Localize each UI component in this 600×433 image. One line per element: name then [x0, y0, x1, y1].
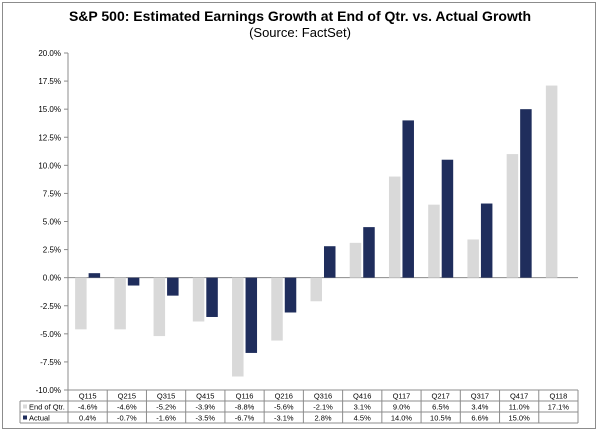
- y-tick-label: -7.5%: [40, 358, 61, 367]
- x-category-label: Q316: [314, 392, 332, 401]
- bar-actual-q116: [245, 277, 258, 353]
- chart-frame: [2, 2, 596, 429]
- x-category-label: Q415: [196, 392, 214, 401]
- data-label: 14.0%: [391, 414, 413, 423]
- chart-subtitle: (Source: FactSet): [249, 25, 351, 40]
- x-category-label: Q417: [510, 392, 528, 401]
- data-label: 0.4%: [79, 414, 96, 423]
- data-label: 11.0%: [509, 403, 530, 412]
- x-category-label: Q317: [471, 392, 489, 401]
- data-label: 3.4%: [471, 403, 488, 412]
- x-category-label: Q216: [275, 392, 293, 401]
- y-tick-label: 12.5%: [38, 133, 61, 142]
- data-label: -5.2%: [156, 403, 176, 412]
- data-label: -2.1%: [313, 403, 333, 412]
- bar-end-of-qtr-q217: [428, 204, 440, 278]
- chart-title: S&P 500: Estimated Earnings Growth at En…: [68, 8, 532, 24]
- y-tick-label: 10.0%: [38, 161, 61, 170]
- bar-end-of-qtr-q315: [153, 277, 166, 337]
- data-label: 4.5%: [354, 414, 371, 423]
- bar-end-of-qtr-q216: [271, 277, 283, 341]
- y-tick-label: -5.0%: [40, 330, 61, 339]
- data-label: 3.1%: [354, 403, 371, 412]
- data-table: Q115 Q215 Q315 Q415 Q116 Q216 Q316 Q416 Q117 Q217…: [19, 389, 579, 424]
- data-label: 6.5%: [432, 403, 449, 412]
- data-label: -6.7%: [235, 414, 255, 423]
- data-label: -1.6%: [156, 414, 176, 423]
- x-category-label: Q118: [549, 392, 567, 401]
- data-label: -4.6%: [78, 403, 98, 412]
- x-category-label: Q215: [118, 392, 136, 401]
- data-label: -3.1%: [274, 414, 294, 423]
- bar-end-of-qtr-q115: [75, 277, 87, 330]
- chart-axes: -10.0% -7.5% -5.0% -2.5% 0.0% 2.5% 5.0% 7.5% 10.…: [36, 49, 578, 395]
- bar-actual-q417: [520, 109, 532, 278]
- x-category-label: Q117: [393, 392, 411, 401]
- y-tick-label: 0.0%: [43, 274, 61, 283]
- legend-label: End of Qtr.: [29, 403, 65, 412]
- bar-end-of-qtr-q118: [545, 85, 558, 278]
- bar-end-of-qtr-q316: [310, 277, 322, 302]
- data-label: 10.5%: [430, 414, 452, 423]
- data-label: -5.6%: [274, 403, 294, 412]
- bar-actual-q317: [480, 203, 493, 278]
- y-tick-label: 7.5%: [43, 189, 61, 198]
- data-label: 17.1%: [548, 403, 570, 412]
- bar-actual-q316: [324, 246, 336, 278]
- bar-actual-q415: [206, 277, 218, 317]
- bar-end-of-qtr-q416: [349, 242, 362, 278]
- bar-end-of-qtr-q117: [388, 176, 401, 278]
- bar-actual-q115: [88, 273, 101, 278]
- x-category-label: Q115: [79, 392, 97, 401]
- data-label: 15.0%: [509, 414, 531, 423]
- data-label: -8.8%: [235, 403, 255, 412]
- data-label: 6.6%: [471, 414, 488, 423]
- bar-actual-q216: [284, 277, 297, 313]
- bar-actual-q217: [441, 159, 454, 278]
- y-tick-label: 2.5%: [43, 246, 61, 255]
- bar-end-of-qtr-q215: [114, 277, 126, 330]
- chart-bars: [75, 85, 558, 377]
- x-category-label: Q217: [432, 392, 450, 401]
- bar-actual-q315: [167, 277, 179, 296]
- y-tick-label: -10.0%: [36, 386, 61, 395]
- y-tick-label: 20.0%: [38, 49, 61, 58]
- data-label: -3.9%: [196, 403, 216, 412]
- bar-end-of-qtr-q417: [506, 154, 519, 278]
- data-label: -0.7%: [117, 414, 137, 423]
- data-label: 2.8%: [314, 414, 331, 423]
- bar-end-of-qtr-q116: [232, 277, 244, 377]
- y-tick-label: 15.0%: [38, 105, 61, 114]
- legend-label: Actual: [29, 414, 50, 423]
- bar-actual-q117: [402, 120, 414, 278]
- bar-actual-q416: [363, 227, 375, 278]
- y-tick-label: 5.0%: [43, 218, 61, 227]
- y-tick-label: 17.5%: [38, 77, 61, 86]
- x-category-label: Q116: [236, 392, 254, 401]
- legend-key-actual: [23, 415, 27, 420]
- bar-end-of-qtr-q317: [467, 239, 479, 278]
- bar-actual-q215: [127, 277, 140, 286]
- bar-end-of-qtr-q415: [192, 277, 205, 322]
- data-label: -3.5%: [196, 414, 216, 423]
- y-tick-label: -2.5%: [40, 302, 61, 311]
- x-category-label: Q416: [353, 392, 371, 401]
- data-label: -4.6%: [117, 403, 137, 412]
- data-label: 9.0%: [393, 403, 410, 412]
- legend-key-end-of-qtr: [23, 404, 27, 409]
- x-category-label: Q315: [157, 392, 175, 401]
